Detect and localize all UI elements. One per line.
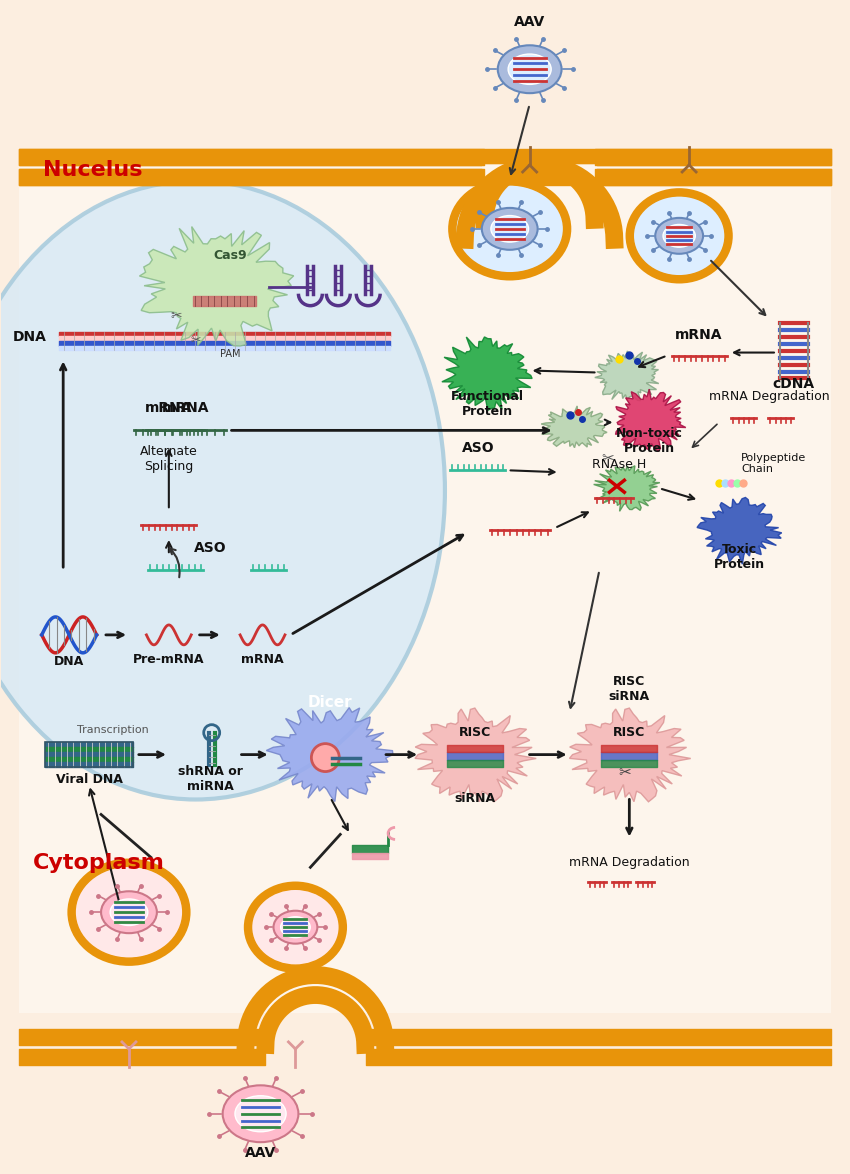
- Polygon shape: [615, 389, 686, 451]
- FancyBboxPatch shape: [20, 166, 830, 1013]
- Ellipse shape: [491, 216, 529, 242]
- Text: ✂: ✂: [618, 765, 631, 780]
- Text: DNA: DNA: [54, 655, 84, 668]
- Ellipse shape: [0, 181, 445, 799]
- Text: Alternate
Splicing: Alternate Splicing: [140, 445, 198, 473]
- Text: AAV: AAV: [245, 1146, 276, 1160]
- Text: AAV: AAV: [514, 15, 546, 29]
- Text: Transcription: Transcription: [77, 724, 149, 735]
- Polygon shape: [593, 466, 660, 512]
- Polygon shape: [415, 708, 536, 802]
- Text: RNAse H: RNAse H: [592, 458, 647, 471]
- Polygon shape: [483, 166, 597, 220]
- Circle shape: [311, 743, 339, 771]
- Text: mRNA: mRNA: [162, 402, 210, 416]
- Ellipse shape: [75, 866, 183, 958]
- Text: mRNA Degradation: mRNA Degradation: [569, 856, 689, 869]
- Text: DNA: DNA: [13, 330, 46, 344]
- Ellipse shape: [482, 208, 538, 250]
- Ellipse shape: [252, 889, 339, 965]
- Text: Cytoplasm: Cytoplasm: [33, 853, 165, 873]
- Text: Nucelus: Nucelus: [43, 160, 143, 180]
- Text: mRNA: mRNA: [145, 402, 193, 416]
- Ellipse shape: [71, 862, 188, 963]
- Text: ✂: ✂: [170, 309, 182, 323]
- Text: ASO: ASO: [195, 541, 227, 555]
- Text: Cas9: Cas9: [214, 249, 247, 262]
- Text: Toxic
Protein: Toxic Protein: [713, 544, 764, 571]
- Text: ✂: ✂: [601, 451, 614, 466]
- Text: RISC: RISC: [459, 727, 491, 740]
- Text: Non-toxic
Protein: Non-toxic Protein: [616, 427, 683, 456]
- Text: cDNA: cDNA: [773, 378, 815, 391]
- Text: shRNA or
miRNA: shRNA or miRNA: [178, 764, 243, 792]
- Ellipse shape: [655, 218, 703, 254]
- Text: mRNA Degradation: mRNA Degradation: [709, 391, 830, 404]
- Text: ASO: ASO: [462, 441, 494, 456]
- Ellipse shape: [274, 911, 317, 944]
- Text: ✂: ✂: [190, 335, 201, 348]
- Text: Viral DNA: Viral DNA: [55, 772, 122, 785]
- Polygon shape: [541, 406, 607, 447]
- Ellipse shape: [633, 196, 725, 276]
- Text: mRNA: mRNA: [676, 328, 722, 342]
- Text: RISC
siRNA: RISC siRNA: [609, 675, 650, 703]
- Text: Dicer: Dicer: [308, 695, 353, 710]
- Ellipse shape: [456, 185, 564, 272]
- Polygon shape: [442, 337, 532, 411]
- Ellipse shape: [110, 899, 148, 925]
- Ellipse shape: [628, 191, 730, 281]
- Ellipse shape: [498, 46, 562, 93]
- Text: siRNA: siRNA: [454, 792, 496, 805]
- Ellipse shape: [235, 1095, 286, 1132]
- Ellipse shape: [223, 1085, 298, 1142]
- Bar: [45, 742, 133, 767]
- Ellipse shape: [280, 917, 310, 938]
- Text: RISC: RISC: [613, 727, 645, 740]
- Text: mRNA: mRNA: [241, 653, 284, 666]
- Text: Functional
Protein: Functional Protein: [451, 391, 524, 418]
- Polygon shape: [266, 708, 393, 802]
- Text: Pre-mRNA: Pre-mRNA: [133, 653, 205, 666]
- Ellipse shape: [450, 180, 569, 278]
- Polygon shape: [595, 351, 659, 400]
- Polygon shape: [139, 227, 294, 346]
- Ellipse shape: [663, 224, 695, 248]
- Text: PAM: PAM: [220, 349, 241, 358]
- Text: Polypeptide
Chain: Polypeptide Chain: [741, 453, 806, 474]
- Ellipse shape: [101, 891, 157, 933]
- Ellipse shape: [508, 54, 551, 85]
- Ellipse shape: [246, 884, 344, 970]
- Polygon shape: [697, 498, 782, 565]
- Polygon shape: [570, 708, 691, 802]
